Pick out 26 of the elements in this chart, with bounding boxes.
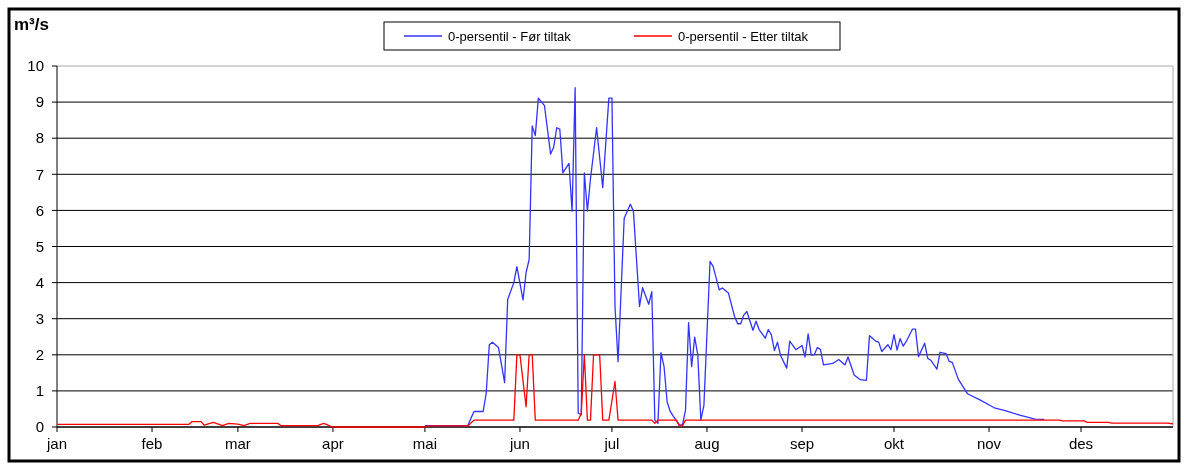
x-tick-label: mar [224,435,251,452]
legend-label: 0-persentil - Før tiltak [448,28,572,44]
x-tick-label: nov [976,435,1002,452]
x-tick-label: okt [883,435,905,452]
y-axis-title: m³/s [14,15,49,34]
y-tick-label: 5 [35,237,44,255]
y-tick-label: 9 [35,93,44,111]
legend-label: 0-persentil - Etter tiltak [678,28,809,44]
y-tick-label: 8 [35,129,44,147]
x-tick-label: apr [322,435,344,452]
y-tick-label: 4 [35,273,44,291]
x-tick-label: sep [789,435,815,452]
x-tick-label: jun [508,435,530,452]
y-tick-label: 6 [35,201,44,219]
y-tick-label: 10 [27,57,44,75]
y-tick-label: 7 [35,165,44,183]
y-tick-label: 1 [35,382,44,400]
x-tick-label: jul [603,435,620,452]
x-tick-label: jan [45,435,68,452]
y-tick-label: 0 [35,418,44,436]
y-tick-label: 2 [35,346,44,364]
x-tick-label: aug [694,435,720,452]
y-tick-label: 3 [35,309,44,327]
x-tick-label: des [1068,435,1094,452]
x-tick-label: mai [412,435,437,452]
x-tick-label: feb [141,435,163,452]
